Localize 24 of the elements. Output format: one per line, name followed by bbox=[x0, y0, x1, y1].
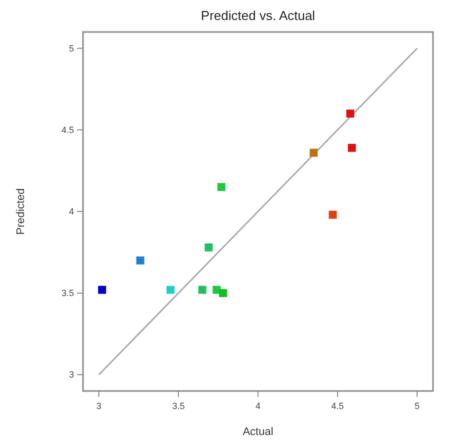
x-tick-label: 3 bbox=[96, 401, 102, 411]
y-tick-label: 3 bbox=[68, 370, 74, 380]
point bbox=[204, 243, 213, 252]
x-axis-title: Actual bbox=[242, 426, 274, 438]
point bbox=[310, 148, 318, 157]
y-tick-label: 5 bbox=[68, 43, 74, 54]
x-tick-label: 3.5 bbox=[172, 401, 185, 411]
point bbox=[219, 289, 227, 298]
point bbox=[328, 210, 337, 219]
x-tick-label: 5 bbox=[414, 401, 420, 411]
x-tick-label: 4 bbox=[255, 401, 261, 411]
y-axis-title: Predicted bbox=[15, 188, 27, 235]
chart-title: Predicted vs. Actual bbox=[200, 8, 316, 23]
point bbox=[348, 144, 356, 152]
point bbox=[198, 286, 206, 294]
point bbox=[166, 286, 174, 294]
point bbox=[98, 286, 106, 294]
y-tick-label: 4 bbox=[68, 206, 74, 216]
point bbox=[346, 110, 354, 118]
y-tick-label: 4.5 bbox=[61, 124, 74, 135]
x-tick-label: 4.5 bbox=[331, 401, 344, 411]
point bbox=[217, 183, 226, 192]
point bbox=[136, 256, 144, 264]
y-tick-label: 3.5 bbox=[61, 288, 74, 298]
